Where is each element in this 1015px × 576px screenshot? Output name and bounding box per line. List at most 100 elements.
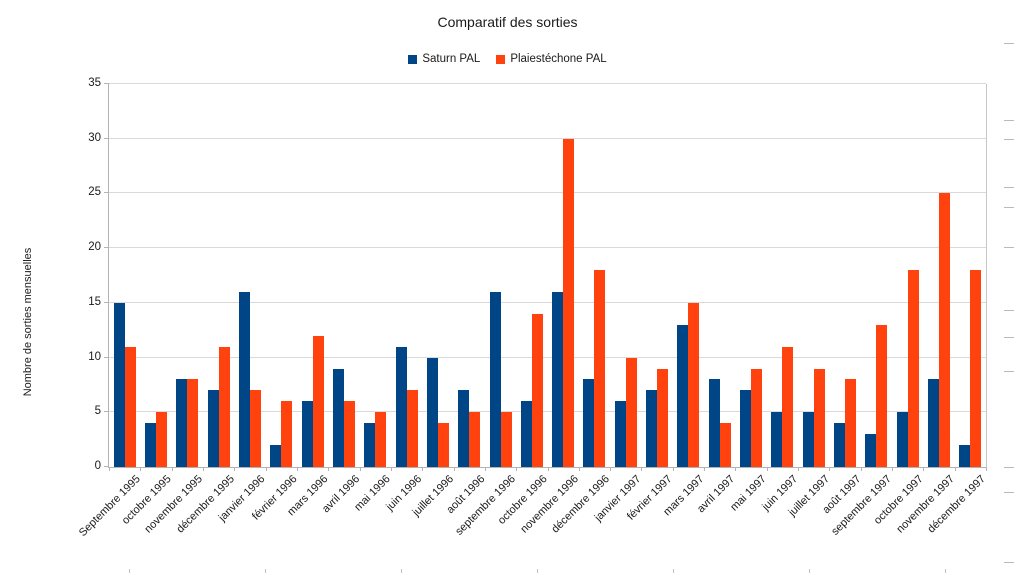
y-tick-label: 20	[88, 241, 101, 254]
bar-plaiest-chone-pal	[218, 346, 230, 467]
y-axis-tick	[104, 411, 109, 413]
bar-plaiest-chone-pal	[437, 423, 449, 467]
edge-mark	[1004, 337, 1014, 338]
chart-legend: Saturn PAL Plaiestéchone PAL	[0, 53, 1015, 65]
y-tick-label: 0	[94, 460, 101, 472]
x-axis-tick	[861, 467, 862, 471]
y-axis-tick	[104, 83, 109, 84]
bar-saturn-pal	[395, 346, 407, 467]
bar-saturn-pal	[520, 401, 532, 467]
x-axis-tick	[109, 467, 110, 471]
edge-mark	[129, 569, 130, 573]
x-axis-tick	[391, 467, 392, 471]
x-axis-tick	[203, 467, 204, 471]
y-tick-label: 35	[88, 77, 101, 89]
x-tick-label: décembre 1997	[925, 473, 989, 536]
edge-mark	[673, 569, 674, 573]
bar-saturn-pal	[426, 357, 438, 467]
legend-label: Plaiestéchone PAL	[510, 53, 607, 65]
bar-saturn-pal	[552, 291, 564, 467]
edge-mark	[1004, 187, 1014, 188]
edge-mark	[265, 569, 266, 573]
y-axis-tick	[104, 247, 109, 249]
gridline-y25	[109, 192, 986, 194]
bar-saturn-pal	[113, 302, 125, 467]
x-axis-tick	[767, 467, 768, 471]
bar-plaiest-chone-pal	[876, 324, 888, 467]
x-axis-tick	[172, 467, 173, 471]
x-axis-tick	[641, 467, 642, 471]
edge-mark	[1004, 467, 1014, 468]
bar-plaiest-chone-pal	[845, 379, 857, 467]
bar-saturn-pal	[583, 379, 595, 467]
x-axis-tick	[266, 467, 267, 471]
legend-label: Saturn PAL	[422, 53, 481, 65]
legend-swatch-icon	[496, 54, 506, 64]
x-axis-tick	[328, 467, 329, 471]
y-axis-tick	[104, 192, 109, 194]
y-axis-tick	[104, 137, 109, 139]
bar-saturn-pal	[865, 434, 877, 467]
bar-saturn-pal	[207, 390, 219, 467]
bar-plaiest-chone-pal	[500, 412, 512, 467]
bar-plaiest-chone-pal	[281, 401, 293, 467]
x-axis-tick	[892, 467, 893, 471]
x-axis-tick	[140, 467, 141, 471]
edge-mark	[1004, 371, 1014, 372]
edge-mark	[401, 569, 402, 573]
bar-plaiest-chone-pal	[563, 138, 575, 467]
plot-area: 0 5 10 15 20 25 30 35 Septembre 1995 octobre 1995…	[77, 77, 989, 539]
legend-item-saturn-pal: Saturn PAL	[408, 53, 480, 65]
gridline-y15	[109, 301, 986, 303]
bar-saturn-pal	[959, 445, 971, 467]
edge-mark	[809, 569, 810, 573]
bar-plaiest-chone-pal	[155, 412, 167, 467]
x-axis-tick	[516, 467, 517, 471]
edge-mark	[1004, 120, 1014, 121]
edge-mark	[1004, 139, 1014, 140]
bar-saturn-pal	[301, 401, 313, 467]
x-axis-tick	[548, 467, 549, 471]
gridline-y5	[109, 411, 986, 413]
bar-saturn-pal	[646, 390, 658, 467]
x-axis-tick	[297, 467, 298, 471]
y-tick-label: 5	[94, 405, 101, 418]
bar-plaiest-chone-pal	[406, 390, 418, 467]
x-axis-tick	[798, 467, 799, 471]
bar-plaiest-chone-pal	[782, 346, 794, 467]
bar-plaiest-chone-pal	[343, 401, 355, 467]
bar-saturn-pal	[489, 291, 501, 467]
edge-mark	[1004, 207, 1014, 208]
bar-saturn-pal	[364, 423, 376, 467]
bar-plaiest-chone-pal	[907, 270, 919, 467]
bar-saturn-pal	[332, 368, 344, 467]
x-axis-tick	[735, 467, 736, 471]
bar-saturn-pal	[708, 379, 720, 467]
bar-plaiest-chone-pal	[187, 379, 199, 467]
bar-plaiest-chone-pal	[970, 270, 982, 467]
y-axis-tick	[104, 301, 109, 303]
bar-plaiest-chone-pal	[688, 302, 700, 467]
x-axis-tick	[579, 467, 580, 471]
bar-plaiest-chone-pal	[375, 412, 387, 467]
legend-item-plaiest-chone-pal: Plaiestéchone PAL	[496, 53, 607, 65]
y-tick-label: 25	[88, 186, 101, 199]
bar-saturn-pal	[740, 390, 752, 467]
gridline-y35	[109, 83, 986, 84]
bar-plaiest-chone-pal	[751, 368, 763, 467]
bar-saturn-pal	[238, 291, 250, 467]
y-axis-tick	[104, 356, 109, 358]
edge-mark	[1004, 492, 1014, 493]
edge-mark	[1004, 310, 1014, 311]
x-axis-tick	[422, 467, 423, 471]
bar-plaiest-chone-pal	[939, 193, 951, 467]
x-axis-tick	[829, 467, 830, 471]
edge-mark	[1004, 562, 1014, 563]
gridline-y30	[109, 137, 986, 139]
x-axis-tick	[610, 467, 611, 471]
x-axis-tick	[485, 467, 486, 471]
bar-saturn-pal	[771, 412, 783, 467]
bar-saturn-pal	[896, 412, 908, 467]
legend-swatch-icon	[408, 54, 418, 64]
x-axis-tick	[234, 467, 235, 471]
